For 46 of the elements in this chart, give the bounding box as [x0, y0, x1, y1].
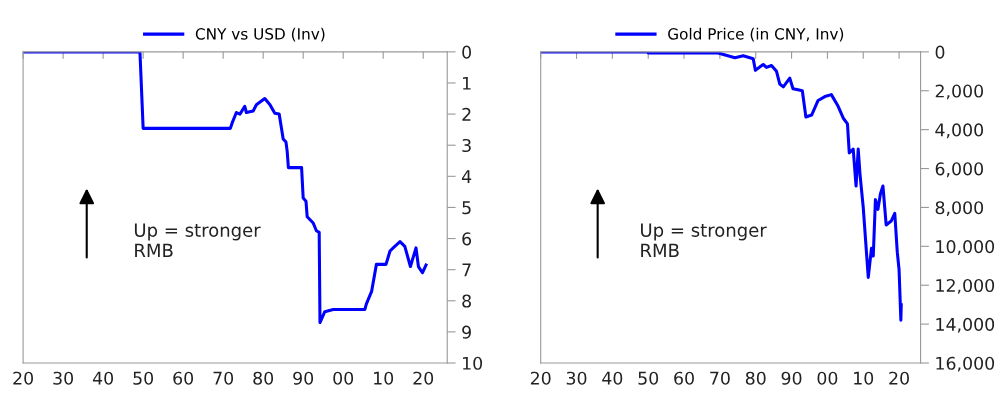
- annotation: Up = stronger RMB: [134, 223, 261, 257]
- y-tick-label: 14,000: [936, 317, 995, 333]
- legend-label: Gold Price (in CNY, Inv): [668, 27, 844, 42]
- x-tick-label: 30: [566, 371, 587, 385]
- x-tick-label: 40: [92, 371, 114, 385]
- x-tick-label: 60: [674, 371, 694, 385]
- x-tick-label: 10: [854, 371, 874, 385]
- x-tick-label: 80: [745, 371, 766, 385]
- y-tick-label: 9: [462, 325, 471, 339]
- y-tick-label: 6,000: [935, 162, 984, 178]
- y-tick-label: 4: [461, 170, 472, 183]
- x-tick-label: 40: [602, 371, 623, 385]
- x-tick-label: 90: [781, 371, 802, 385]
- x-tick-label: 20: [530, 371, 551, 385]
- y-tick-label: 8,000: [935, 201, 984, 217]
- y-tick-label: 2,000: [935, 84, 984, 100]
- x-tick-label: 80: [253, 371, 274, 385]
- x-tick-label: 20: [413, 371, 434, 385]
- x-tick-label: 00: [817, 371, 838, 385]
- x-tick-label: 70: [213, 371, 234, 385]
- x-tick-label: 70: [710, 371, 730, 385]
- annotation: Up = stronger RMB: [641, 223, 767, 257]
- y-tick-label: 10,000: [936, 240, 995, 255]
- legend-label: CNY vs USD (Inv): [195, 27, 325, 42]
- y-tick-label: 1: [463, 76, 471, 90]
- y-tick-label: 0: [935, 45, 945, 59]
- x-tick-label: 00: [333, 371, 354, 385]
- x-tick-label: 90: [293, 371, 314, 385]
- x-tick-label: 60: [173, 371, 194, 385]
- y-tick-label: 7: [462, 263, 471, 277]
- y-tick-label: 6: [462, 232, 472, 246]
- x-tick-label: 10: [374, 371, 394, 385]
- y-tick-label: 4,000: [935, 123, 984, 139]
- y-tick-label: 8: [462, 294, 471, 308]
- y-tick-label: 0: [462, 45, 472, 59]
- x-tick-label: 20: [13, 371, 34, 385]
- y-tick-label: 10: [463, 356, 483, 370]
- y-tick-label: 12,000: [936, 278, 995, 294]
- y-tick-label: 5: [462, 201, 471, 215]
- y-tick-label: 16,000: [936, 356, 995, 372]
- y-tick-label: 2: [462, 107, 471, 121]
- x-tick-label: 50: [638, 371, 659, 385]
- x-tick-label: 50: [133, 371, 154, 385]
- y-tick-label: 3: [462, 138, 471, 153]
- x-tick-label: 30: [53, 371, 74, 385]
- x-tick-label: 20: [889, 371, 909, 385]
